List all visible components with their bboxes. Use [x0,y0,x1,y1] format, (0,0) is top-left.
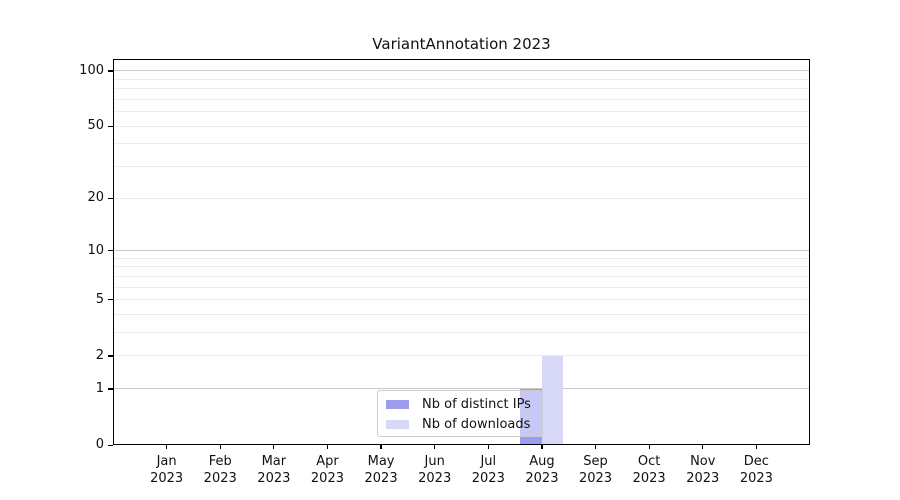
y-tick-mark [108,355,113,357]
gridline-major [113,388,810,390]
x-tick-label-month: Aug [529,454,555,469]
gridline-minor [113,88,810,90]
x-tick-label-year: 2023 [471,471,505,486]
x-tick-label: Jul 2023 [460,453,516,487]
x-tick-label: Mar 2023 [246,453,302,487]
x-tick-mark [166,445,168,449]
x-tick-mark [434,445,436,449]
x-tick-mark [648,445,650,449]
x-tick-label: Aug 2023 [514,453,570,487]
y-tick-label: 100 [79,62,104,78]
gridline-minor [113,197,810,199]
x-tick-label-year: 2023 [632,471,666,486]
x-tick-label-month: Jul [480,454,497,469]
y-tick-mark [108,125,113,127]
gridline-major [113,250,810,252]
x-tick-mark [541,445,543,449]
x-tick-label-year: 2023 [525,471,559,486]
x-tick-label-year: 2023 [739,471,773,486]
gridline-major [113,70,810,72]
x-tick-mark [487,445,489,449]
y-tick-mark [108,197,113,199]
x-tick-label-month: Feb [208,454,232,469]
y-tick-label: 50 [87,118,104,134]
legend-label-downloads: Nb of downloads [422,416,531,432]
x-tick-label-month: Oct [637,454,661,469]
gridline-minor [113,286,810,288]
x-tick-label-year: 2023 [150,471,184,486]
y-tick-mark [108,299,113,301]
plot-area [113,59,810,445]
x-tick-label-year: 2023 [418,471,452,486]
x-tick-mark [594,445,597,449]
chart-title: VariantAnnotation 2023 [372,35,551,53]
x-tick-mark [219,445,221,449]
y-tick-mark [108,388,113,390]
gridline-minor [113,275,810,277]
x-tick-label-month: Dec [743,454,769,469]
y-tick-label: 0 [95,437,104,452]
gridline-minor [113,257,810,259]
gridline-minor [113,355,810,357]
y-tick-label: 5 [95,291,104,307]
y-tick-mark [108,250,113,252]
legend-item-downloads: Nb of downloads [378,414,542,434]
x-tick-label-year: 2023 [257,471,291,486]
y-tick-mark [108,444,113,446]
gridline-minor [113,299,810,301]
x-tick-label-month: Jun [424,454,445,469]
x-tick-label: Dec 2023 [728,453,784,487]
x-tick-label: Sep 2023 [568,453,624,487]
gridline-minor [113,266,810,268]
gridline-minor [113,98,810,100]
x-tick-label: Apr 2023 [299,453,355,487]
x-tick-label: Feb 2023 [192,453,248,487]
x-tick-label-month: Nov [690,454,716,469]
x-tick-label-year: 2023 [578,471,613,486]
legend-swatch-downloads [386,419,409,429]
x-tick-label-month: May [367,454,395,469]
y-tick-label: 1 [95,380,104,396]
legend-item-distinct-ips: Nb of distinct IPs [378,394,542,414]
x-tick-mark [326,445,329,449]
legend-label-distinct-ips: Nb of distinct IPs [422,396,531,412]
x-tick-mark [755,445,757,449]
x-tick-label-month: Mar [261,454,287,469]
gridline-minor [113,111,810,113]
gridline-minor [113,332,810,334]
x-tick-label: Jun 2023 [407,453,463,487]
x-tick-label: May 2023 [353,453,409,487]
gridline-minor [113,314,810,316]
x-tick-label-month: Jan [156,454,177,469]
x-tick-mark [702,445,704,449]
y-tick-label: 20 [87,190,104,206]
x-tick-label: Nov 2023 [675,453,731,487]
legend-swatch-distinct-ips [386,399,409,409]
x-tick-label-month: Apr [316,454,339,469]
x-tick-label-year: 2023 [310,471,344,486]
y-tick-label: 2 [95,347,104,363]
bar-distinct-ips [520,388,542,445]
gridline-minor [113,166,810,168]
gridline-minor [113,125,810,127]
y-tick-label: 10 [87,242,104,258]
x-tick-label-year: 2023 [364,471,398,486]
y-tick-mark [108,70,113,72]
x-tick-label: Oct 2023 [621,453,677,487]
x-tick-mark [273,445,275,449]
x-tick-label-year: 2023 [203,471,237,486]
x-tick-label-month: Sep [583,454,608,469]
legend: Nb of distinct IPs Nb of downloads [377,390,543,437]
bar-downloads [541,355,564,445]
gridline-minor [113,78,810,80]
gridline-minor [113,143,810,145]
x-tick-label: Jan 2023 [139,453,195,487]
x-tick-mark [380,445,382,449]
x-tick-label-year: 2023 [686,471,720,486]
